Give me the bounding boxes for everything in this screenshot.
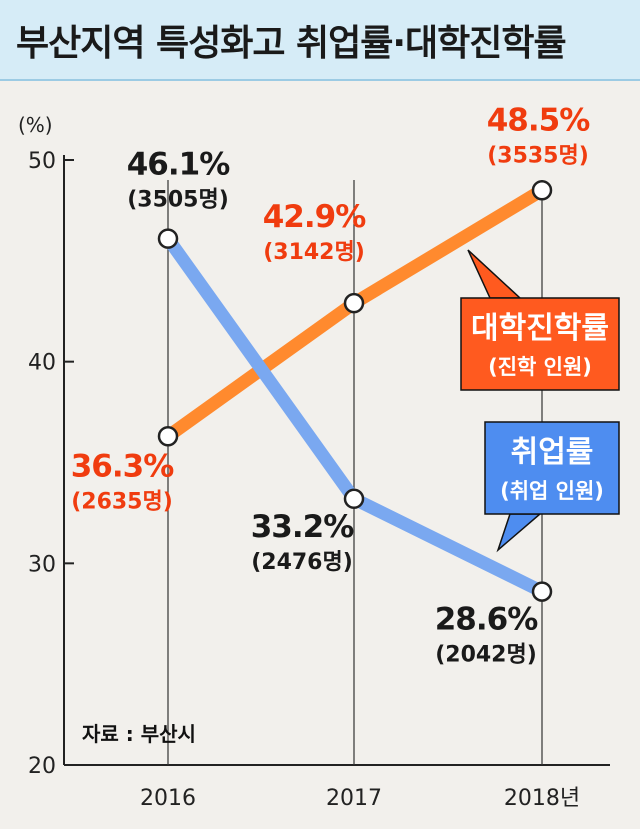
value-label: 42.9% [263,199,366,235]
value-label: 46.1% [127,147,230,183]
data-point-marker [157,426,179,447]
count-label: (2042명) [435,643,537,668]
y-axis-unit-label: (%) [18,113,53,137]
data-point-marker [157,228,179,249]
legend-series-sub: (취업 인원) [500,479,604,503]
count-label: (3142명) [263,240,365,265]
legend-series-name: 대학진학률 [471,311,609,346]
data-point-marker [343,488,365,510]
x-tick-label: 2018년 [504,786,580,811]
x-tick-label: 2016 [140,786,196,811]
count-label: (2476명) [251,550,353,575]
chart-title: 부산지역 특성화고 취업률·대학진학률 [16,23,567,64]
y-tick-label: 20 [28,754,56,779]
legend-series-name: 취업률 [511,435,594,470]
y-tick-label: 40 [28,351,56,376]
line-chart: (%) 20 30 40 50 2016 2017 2018년 36.3% (2635명) 42.9… [18,102,620,811]
legend-series-sub: (진학 인원) [488,355,592,379]
legend-callout-tail [467,249,522,299]
count-label: (2635명) [71,489,173,514]
source-note: 자료 : 부산시 [82,722,196,746]
y-tick-label: 30 [28,552,56,577]
count-label: (3505명) [127,188,229,213]
legend-callout-fill [486,423,618,513]
legend-callout-fill [462,299,618,389]
value-label: 48.5% [487,102,590,138]
series-line-1 [162,234,545,598]
legend-callout-tail [496,513,543,553]
y-tick-label: 50 [28,149,56,174]
data-point-marker [343,292,365,314]
value-label: 28.6% [435,602,538,638]
data-point-marker [531,581,553,602]
title-bar: 부산지역 특성화고 취업률·대학진학률 [0,0,640,81]
data-point-marker [531,180,553,201]
value-label: 33.2% [251,509,354,545]
x-tick-label: 2017 [326,786,382,811]
count-label: (3535명) [487,143,589,168]
value-label: 36.3% [71,448,174,484]
